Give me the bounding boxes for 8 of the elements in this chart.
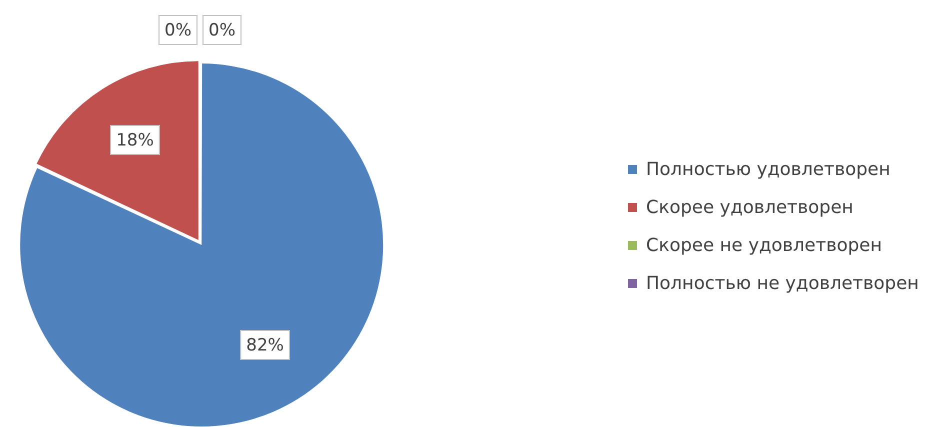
legend-label: Полностью удовлетворен [646, 158, 890, 180]
text: 0% [208, 20, 236, 40]
data-label: 82% [246, 335, 284, 356]
text: 0% [164, 20, 192, 40]
legend-label: Скорее не удовлетворен [646, 234, 882, 256]
legend-label: Скорее удовлетворен [646, 196, 854, 218]
data-label: 18% [116, 130, 154, 150]
legend-label: Полностью не удовлетворен [646, 272, 919, 294]
